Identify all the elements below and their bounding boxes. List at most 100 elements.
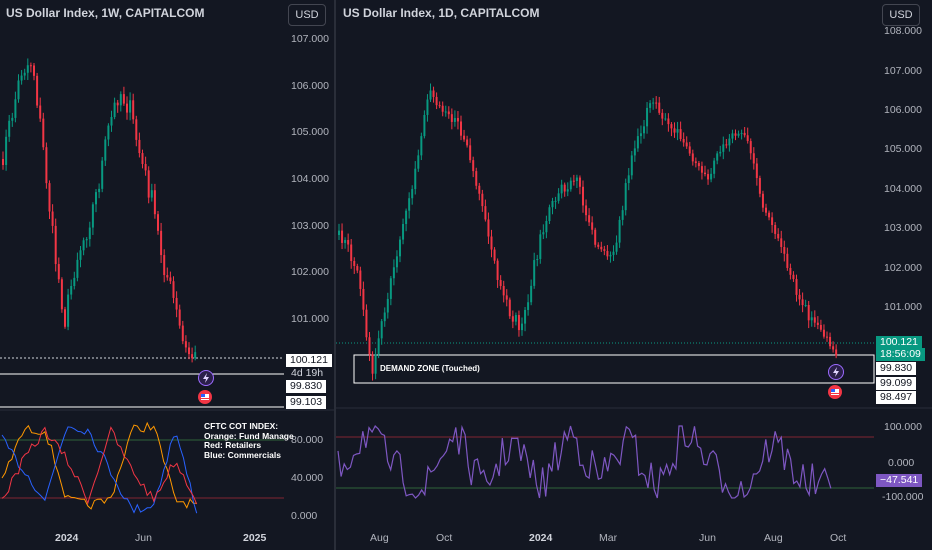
cot-note-line: CFTC COT INDEX: (204, 421, 279, 431)
candle-body (51, 211, 54, 226)
lightning-icon[interactable] (828, 364, 844, 380)
candle-body (14, 99, 17, 118)
candle-body (691, 153, 694, 162)
time-tick: Mar (599, 532, 618, 544)
us-flag-icon[interactable] (198, 390, 212, 404)
candle-body (768, 212, 771, 218)
candle-body (630, 155, 633, 176)
candle-body (710, 173, 713, 180)
candle-body (688, 146, 691, 154)
candle-body (79, 250, 82, 260)
candle-body (426, 99, 429, 115)
candle-body (704, 172, 706, 175)
indicator-tick: 0.000 (291, 510, 318, 522)
candle-body (456, 118, 459, 122)
candle-body (826, 336, 828, 338)
candle-body (652, 102, 655, 104)
candle-body (423, 114, 426, 137)
currency-button[interactable]: USD (288, 4, 326, 26)
weekly-chart-canvas[interactable] (0, 0, 334, 550)
candle-body (557, 193, 560, 201)
candle-body (697, 163, 700, 167)
price-tick: 102.000 (291, 266, 329, 278)
candle-body (502, 285, 505, 296)
price-tick: 108.000 (884, 25, 922, 37)
candle-body (408, 198, 411, 211)
candle-body (17, 80, 20, 100)
candle-body (527, 302, 530, 310)
cot-note-line: Blue: Commercials (204, 449, 281, 460)
cot-note-line: Orange: Fund Manage (204, 430, 294, 441)
candle-body (816, 322, 819, 325)
currency-button[interactable]: USD (882, 4, 920, 26)
candle-body (368, 337, 371, 355)
candle-body (832, 346, 835, 350)
candle-body (618, 219, 621, 243)
candle-body (542, 232, 545, 235)
candle-body (169, 277, 172, 282)
candle-body (150, 190, 153, 198)
candle-body (746, 135, 749, 142)
candle-body (493, 249, 496, 261)
candle-body (789, 267, 792, 275)
candle-body (612, 251, 615, 255)
candle-body (420, 136, 423, 156)
indicator-tick: 80.000 (291, 434, 324, 446)
price-level-label: 98.497 (876, 391, 917, 404)
candle-body (780, 238, 783, 247)
price-tick: 106.000 (884, 104, 922, 116)
cot-index-note: CFTC COT INDEX: Orange: Fund Manage Red:… (204, 421, 294, 460)
candle-body (505, 295, 508, 300)
candle-body (475, 171, 478, 186)
price-tick: 103.000 (884, 222, 922, 234)
daily-chart-title: US Dollar Index, 1D, CAPITALCOM (343, 6, 540, 20)
candle-body (621, 210, 624, 220)
daily-chart-pane[interactable]: US Dollar Index, 1D, CAPITALCOM USD 108.… (336, 0, 932, 550)
us-flag-icon[interactable] (828, 385, 842, 399)
candle-body (73, 277, 76, 287)
candle-body (88, 227, 91, 240)
candle-body (566, 189, 569, 192)
candle-body (569, 180, 572, 190)
candle-body (478, 185, 481, 194)
pane-divider[interactable] (334, 0, 336, 550)
candle-body (819, 324, 822, 330)
candle-body (135, 119, 138, 140)
candle-body (496, 260, 499, 281)
candle-body (414, 168, 417, 190)
indicator-tick: 40.000 (291, 472, 324, 484)
candle-body (508, 299, 511, 317)
candle-body (676, 129, 679, 133)
candle-body (119, 94, 122, 106)
price-tick: 107.000 (884, 65, 922, 77)
candle-body (835, 349, 838, 356)
candle-body (377, 338, 380, 355)
candle-body (383, 312, 386, 322)
time-tick: 2024 (529, 532, 553, 544)
price-level-label: 99.830 (876, 362, 917, 375)
candle-body (682, 138, 685, 143)
candle-body (627, 175, 630, 184)
candle-body (20, 75, 23, 81)
price-level-label: 99.099 (876, 377, 917, 390)
candle-body (649, 103, 652, 108)
daily-chart-canvas[interactable] (336, 0, 932, 550)
candle-body (728, 138, 731, 146)
candle-body (722, 144, 725, 152)
candle-body (572, 180, 575, 182)
price-tick: 102.000 (884, 262, 922, 274)
candle-body (777, 233, 780, 239)
weekly-chart-pane[interactable]: US Dollar Index, 1W, CAPITALCOM USD 107.… (0, 0, 334, 550)
candle-body (670, 124, 673, 129)
candle-body (54, 225, 57, 265)
candle-body (487, 219, 490, 237)
candle-body (786, 253, 789, 268)
time-tick: 2024 (55, 532, 79, 544)
candle-body (539, 234, 542, 259)
price-tick: 107.000 (291, 33, 329, 45)
candle-body (157, 214, 159, 231)
lightning-icon[interactable] (198, 370, 214, 386)
candle-body (188, 347, 190, 355)
candle-body (725, 144, 728, 146)
candle-body (347, 239, 350, 245)
